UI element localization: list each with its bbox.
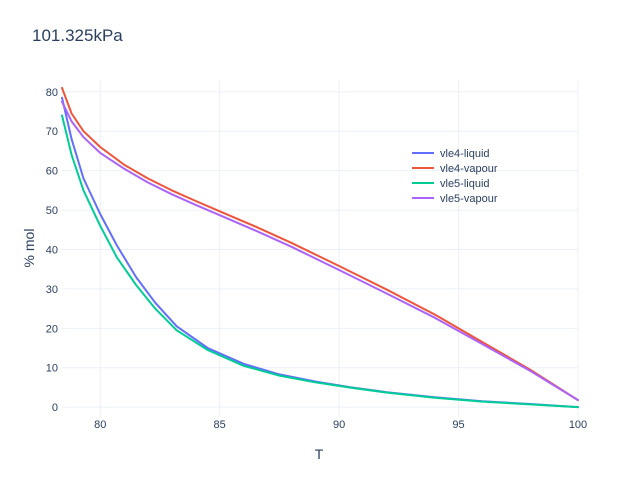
legend-label: vle5-liquid xyxy=(440,178,490,190)
y-tick-label: 40 xyxy=(46,244,58,256)
series-lines xyxy=(61,86,579,409)
legend-item-vle4-liquid[interactable]: vle4-liquid xyxy=(412,148,490,160)
series-line-vle5-liquid xyxy=(61,114,579,409)
axis-ticks: 80 85 90 95 100 0 10 20 30 40 50 60 70 80 xyxy=(46,87,587,431)
x-axis-label: T xyxy=(315,446,324,462)
legend-item-vle4-vapour[interactable]: vle4-vapour xyxy=(412,163,498,175)
legend-item-vle5-vapour[interactable]: vle5-vapour xyxy=(412,193,498,205)
y-axis-label: % mol xyxy=(21,229,37,268)
y-tick-label: 0 xyxy=(52,402,58,414)
y-tick-label: 10 xyxy=(46,363,58,375)
y-tick-label: 30 xyxy=(46,284,58,296)
y-tick-label: 70 xyxy=(46,126,58,138)
series-line-vle4-vapour xyxy=(61,86,579,402)
series-line-vle5-vapour xyxy=(61,100,579,402)
chart-title: 101.325kPa xyxy=(32,26,123,45)
y-tick-label: 80 xyxy=(46,87,58,99)
legend-label: vle4-liquid xyxy=(440,148,490,160)
x-tick-label: 95 xyxy=(452,419,464,431)
x-tick-label: 85 xyxy=(214,419,226,431)
x-tick-label: 90 xyxy=(333,419,345,431)
legend-item-vle5-liquid[interactable]: vle5-liquid xyxy=(412,178,490,190)
x-tick-label: 80 xyxy=(94,419,106,431)
legend-label: vle5-vapour xyxy=(440,193,498,205)
y-tick-label: 60 xyxy=(46,166,58,178)
y-tick-label: 20 xyxy=(46,323,58,335)
legend[interactable]: vle4-liquid vle4-vapour vle5-liquid vle5-va… xyxy=(412,148,498,205)
x-tick-label: 100 xyxy=(569,419,587,431)
legend-label: vle4-vapour xyxy=(440,163,498,175)
gridlines xyxy=(62,80,579,417)
y-tick-label: 50 xyxy=(46,205,58,217)
